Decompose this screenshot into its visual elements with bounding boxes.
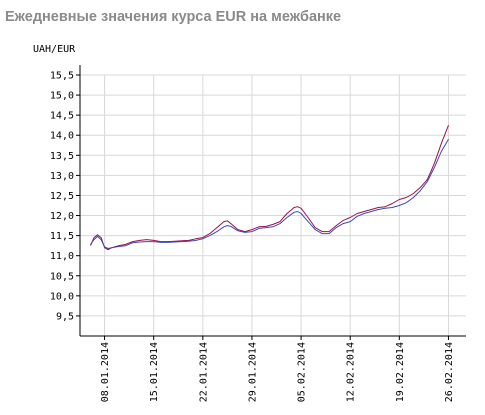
x-tick-label: 29.01.2014	[247, 342, 258, 402]
y-tick-label: 9,5	[56, 311, 74, 322]
y-tick-label: 11,5	[50, 231, 74, 242]
x-tick-label: 19.02.2014	[395, 342, 406, 402]
y-axis-unit-label: UAH/EUR	[33, 44, 76, 55]
axes	[76, 65, 466, 340]
series-lines	[90, 125, 449, 251]
y-tick-label: 12,0	[50, 211, 74, 222]
y-tick-label: 13,0	[50, 171, 74, 182]
series-line-2	[90, 138, 449, 249]
x-tick-label: 12.02.2014	[346, 342, 357, 402]
x-tick-label: 22.01.2014	[198, 342, 209, 402]
y-tick-label: 15,5	[50, 71, 74, 82]
y-tick-label: 15,0	[50, 91, 74, 102]
x-tick-label: 05.02.2014	[297, 342, 308, 402]
y-tick-label: 10,5	[50, 271, 74, 282]
series-line-1	[90, 125, 449, 251]
x-tick-label: 26.02.2014	[444, 342, 455, 402]
tick-labels: 9,5 10,0 10,5 11,0 11,5 12,0 12,5 13,0 13,5 14,0 1…	[50, 71, 455, 403]
chart-title: Ежедневные значения курса EUR на межбанк…	[5, 9, 342, 25]
y-tick-label: 13,5	[50, 151, 74, 162]
y-tick-label: 10,0	[50, 291, 74, 302]
y-tick-label: 14,0	[50, 131, 74, 142]
y-tick-label: 11,0	[50, 251, 74, 262]
y-tick-label: 12,5	[50, 191, 74, 202]
x-tick-label: 15.01.2014	[149, 342, 160, 402]
y-tick-label: 14,5	[50, 111, 74, 122]
grid-lines	[80, 74, 466, 336]
x-tick-label: 08.01.2014	[100, 342, 111, 402]
